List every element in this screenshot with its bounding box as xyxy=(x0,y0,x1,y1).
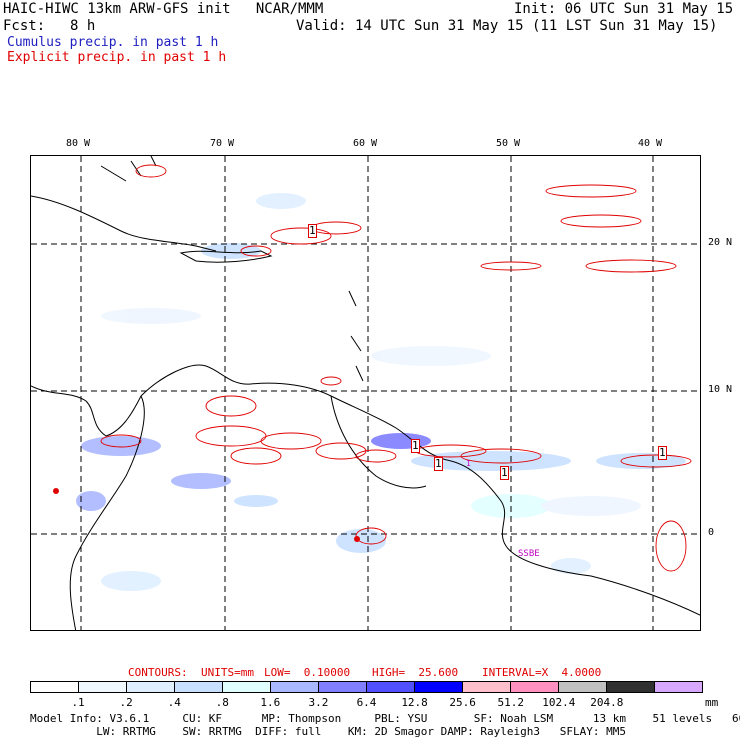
contours-low: LOW= 0.10000 xyxy=(264,666,351,679)
lon-label-60w: 60 W xyxy=(353,138,378,149)
high-label: SSBE xyxy=(518,549,540,559)
model-info-line2: LW: RRTMG SW: RRTMG DIFF: full KM: 2D Sm… xyxy=(30,725,627,738)
valid-time: Valid: 14 UTC Sun 31 May 15 (11 LST Sun … xyxy=(296,18,718,34)
explicit-legend: Explicit precip. in past 1 h xyxy=(7,50,227,65)
colorbar-level-label: 1.6 xyxy=(260,696,281,709)
lon-label-40w: 40 W xyxy=(638,138,663,149)
colorbar-swatch xyxy=(127,682,175,692)
contour-label: 1 xyxy=(466,459,471,468)
colorbar-level-label: 12.8 xyxy=(401,696,428,709)
precip-map xyxy=(30,155,701,631)
explicit-precip-contours xyxy=(100,164,692,572)
colorbar-swatch xyxy=(655,682,702,692)
colorbar-swatch xyxy=(559,682,607,692)
colorbar-swatch xyxy=(79,682,127,692)
colorbar-swatch xyxy=(175,682,223,692)
colorbar-level-label: 25.6 xyxy=(449,696,476,709)
high-marker xyxy=(53,488,360,542)
contours-high: HIGH= 25.600 xyxy=(372,666,459,679)
colorbar-level-label: .4 xyxy=(167,696,181,709)
init-time: Init: 06 UTC Sun 31 May 15 xyxy=(514,1,734,17)
lon-label-50w: 50 W xyxy=(496,138,521,149)
lat-label-10n: 10 N xyxy=(708,384,733,395)
contours-interval: INTERVAL=X 4.0000 xyxy=(482,666,602,679)
colorbar-level-label: .8 xyxy=(215,696,229,709)
plot-title: HAIC-HIWC 13km ARW-GFS init NCAR/MMM xyxy=(3,1,324,17)
contour-label: 1 xyxy=(500,466,509,480)
colorbar-swatch xyxy=(463,682,511,692)
colorbar-swatch xyxy=(415,682,463,692)
contour-label: 1 xyxy=(434,457,443,471)
colorbar-level-label: 204.8 xyxy=(590,696,624,709)
contours-prefix: CONTOURS: xyxy=(128,666,188,679)
lon-label-80w: 80 W xyxy=(66,138,91,149)
colorbar-level-label: .1 xyxy=(71,696,85,709)
model-info-line1: Model Info: V3.6.1 CU: KF MP: Thompson P… xyxy=(30,712,740,725)
lat-label-0: 0 xyxy=(708,527,715,538)
coastlines xyxy=(31,156,700,630)
colorbar-level-label: 3.2 xyxy=(308,696,329,709)
forecast-label: Fcst: xyxy=(3,18,46,34)
colorbar-swatch xyxy=(31,682,79,692)
contour-label: 1 xyxy=(308,224,317,238)
lat-label-20n: 20 N xyxy=(708,237,733,248)
cumulus-precip-areas xyxy=(76,193,686,591)
colorbar-swatch xyxy=(223,682,271,692)
contour-label: 1 xyxy=(411,439,420,453)
colorbar-units: mm xyxy=(705,696,719,709)
colorbar-swatch xyxy=(319,682,367,692)
contours-units: UNITS=mm xyxy=(201,666,254,679)
colorbar-swatch xyxy=(607,682,655,692)
lon-label-70w: 70 W xyxy=(210,138,235,149)
colorbar-level-label: 102.4 xyxy=(542,696,576,709)
forecast-value: 8 h xyxy=(70,18,96,34)
colorbar-level-label: .2 xyxy=(119,696,133,709)
colorbar-swatch xyxy=(367,682,415,692)
colorbar-level-label: 51.2 xyxy=(497,696,524,709)
colorbar-level-label: 6.4 xyxy=(356,696,377,709)
lat-lon-grid xyxy=(31,156,700,630)
contour-label: 1 xyxy=(658,446,667,460)
cumulus-legend: Cumulus precip. in past 1 h xyxy=(7,35,219,50)
map-canvas xyxy=(31,156,700,630)
colorbar-swatch xyxy=(271,682,319,692)
colorbar xyxy=(30,681,703,693)
colorbar-swatch xyxy=(511,682,559,692)
